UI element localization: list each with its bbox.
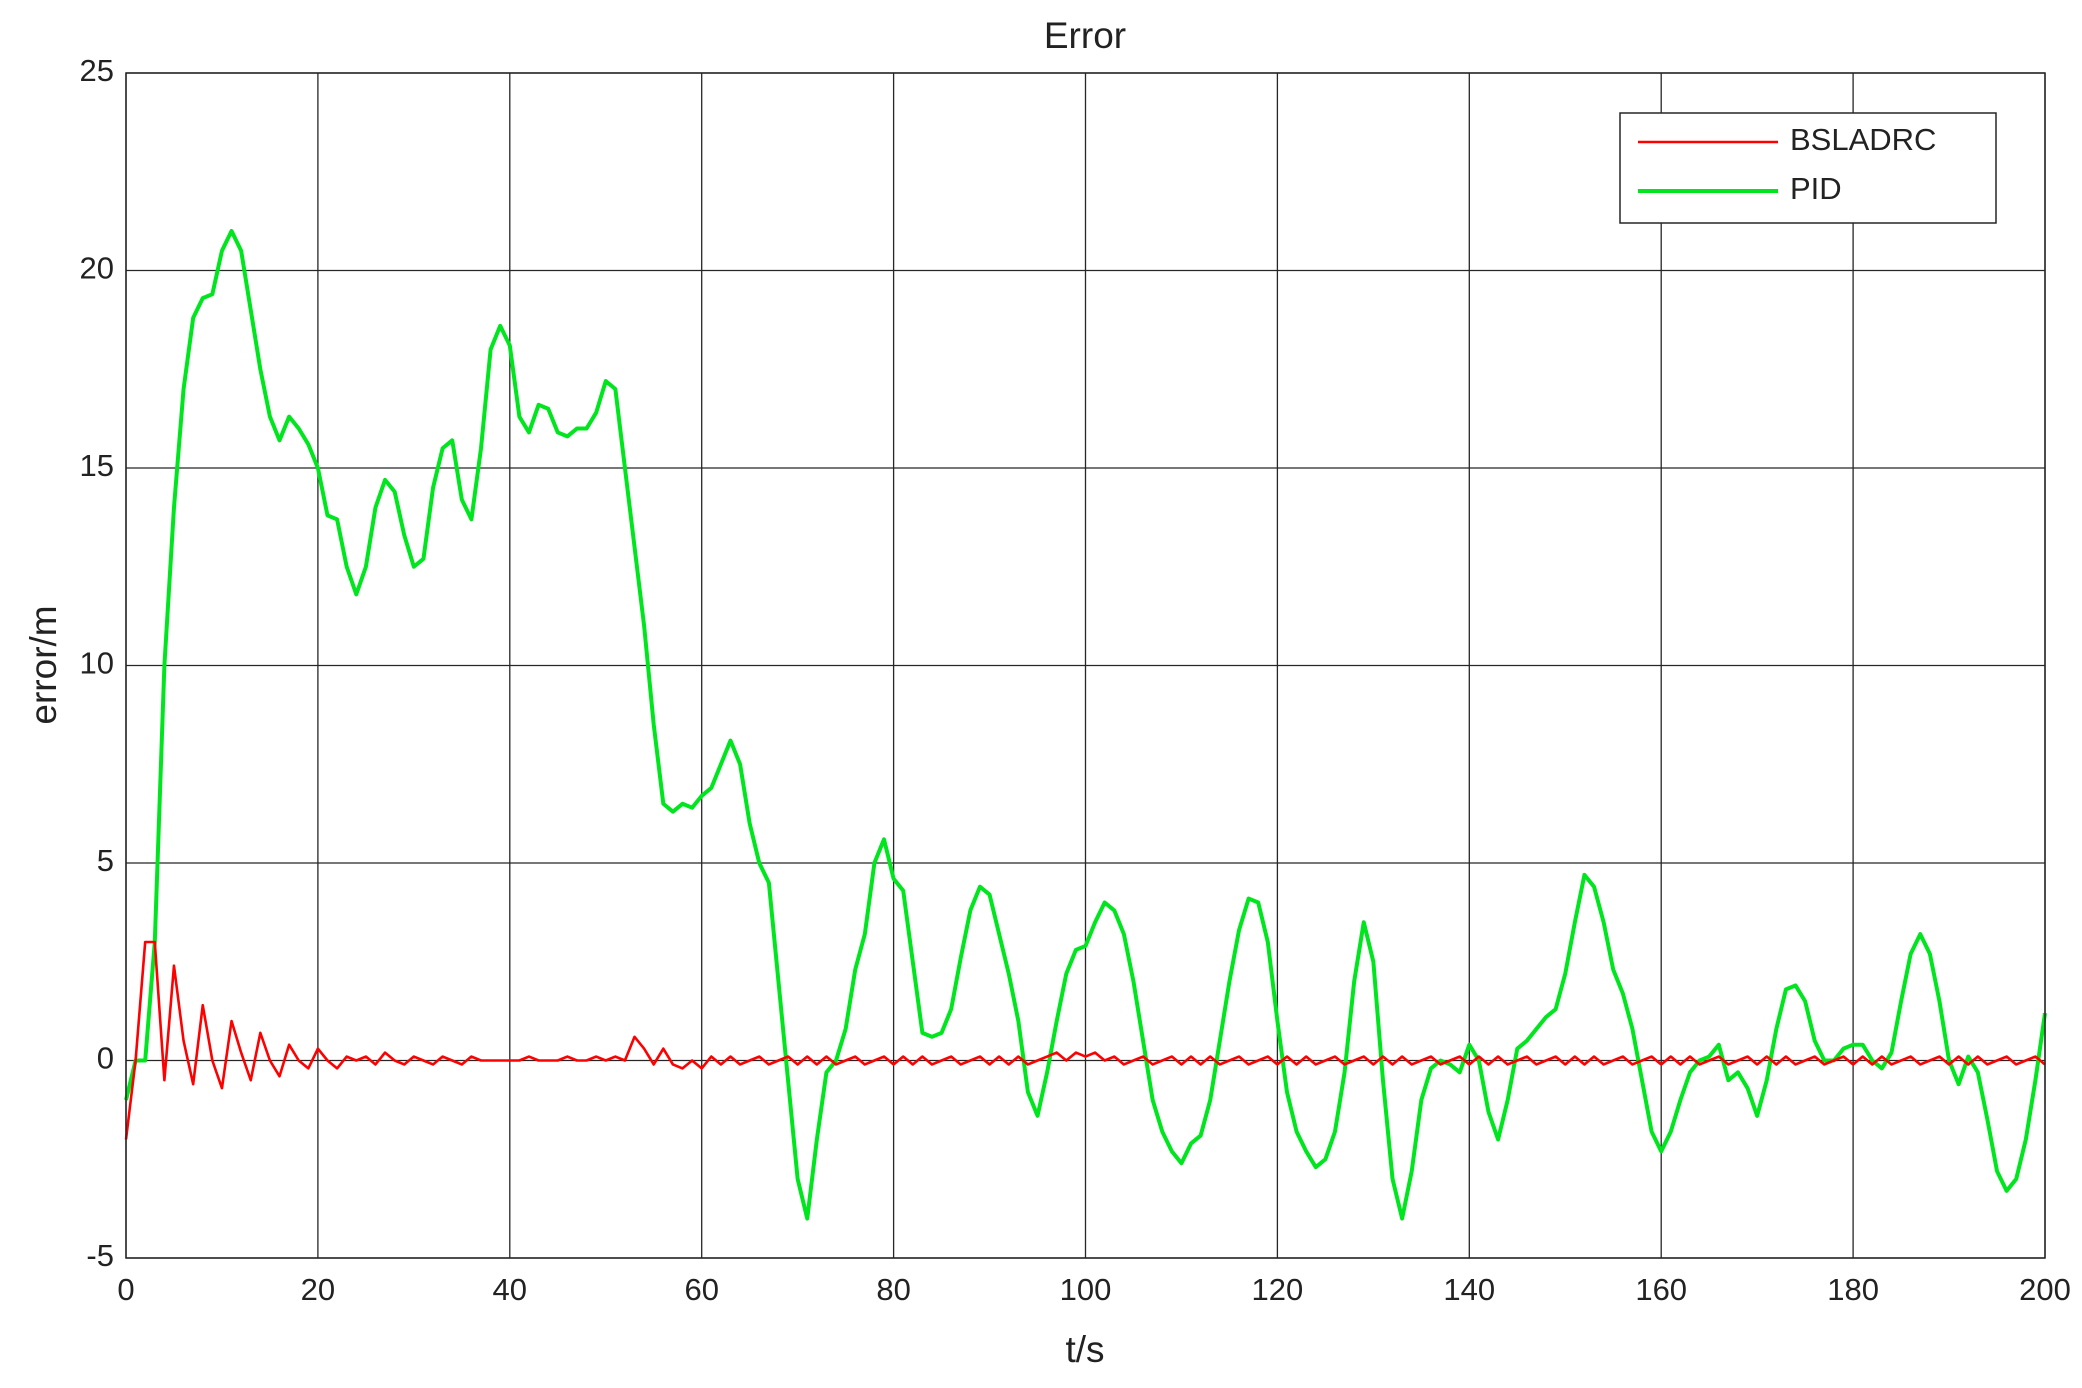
y-tick-label: -5: [86, 1238, 114, 1273]
y-tick-label: 20: [80, 251, 114, 286]
chart-title: Error: [1044, 15, 1126, 56]
x-tick-label: 60: [684, 1272, 718, 1307]
x-tick-label: 120: [1252, 1272, 1304, 1307]
x-tick-label: 140: [1443, 1272, 1495, 1307]
y-tick-label: 15: [80, 448, 114, 483]
data-line: [124, 940, 2046, 1140]
x-tick-label: 40: [493, 1272, 527, 1307]
x-tick-label: 80: [876, 1272, 910, 1307]
y-tick-label: 25: [80, 53, 114, 88]
y-axis-label: error/m: [23, 605, 64, 724]
y-tick-label: 0: [97, 1041, 114, 1076]
x-tick-label: 20: [301, 1272, 335, 1307]
data-line: [124, 229, 2047, 1221]
y-tick-label: 5: [97, 843, 114, 878]
legend-label: BSLADRC: [1790, 122, 1936, 157]
x-tick-label: 200: [2019, 1272, 2071, 1307]
x-axis-label: t/s: [1065, 1329, 1104, 1370]
legend-label: PID: [1790, 171, 1842, 206]
legend-box: [1619, 112, 1997, 224]
x-tick-label: 0: [117, 1272, 134, 1307]
plot-frame: [125, 72, 2046, 1259]
x-tick-label: 100: [1060, 1272, 1112, 1307]
y-tick-label: 10: [80, 646, 114, 681]
x-tick-label: 160: [1635, 1272, 1687, 1307]
x-tick-label: 180: [1827, 1272, 1879, 1307]
